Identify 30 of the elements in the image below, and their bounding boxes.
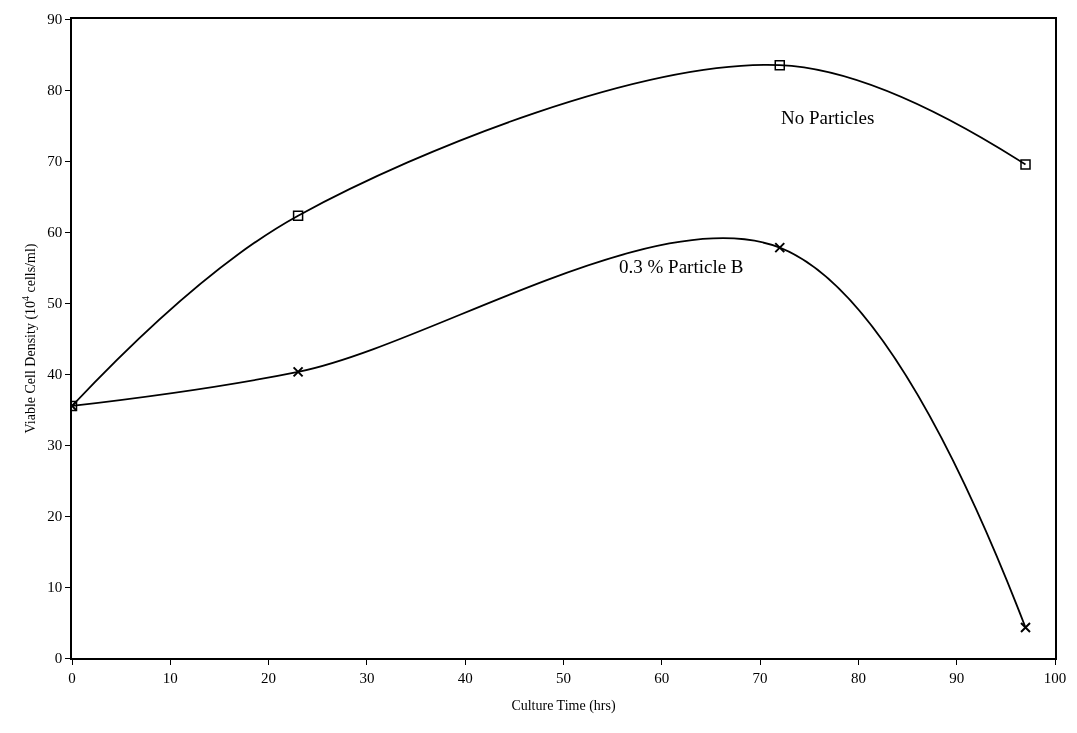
x-tick-label: 60 bbox=[654, 669, 670, 686]
point bbox=[774, 242, 786, 254]
y-tick-label: 70 bbox=[47, 153, 63, 170]
y-tick-label: 80 bbox=[47, 82, 63, 99]
x-tick-label: 20 bbox=[261, 669, 277, 686]
y-tick-label: 90 bbox=[47, 11, 63, 28]
y-tick-label: 40 bbox=[47, 366, 63, 383]
x-tick-label: 40 bbox=[457, 669, 473, 686]
x-axis-title: Culture Time (hrs) bbox=[511, 697, 616, 714]
y-tick-label: 50 bbox=[47, 295, 63, 312]
y-tick-label: 0 bbox=[54, 650, 63, 667]
y-tick-label: 60 bbox=[47, 224, 63, 241]
series-label: No Particles bbox=[781, 107, 875, 128]
x-tick-label: 30 bbox=[359, 669, 375, 686]
x-tick-label: 0 bbox=[68, 669, 76, 686]
x-tick-label: 100 bbox=[1043, 669, 1067, 686]
y-tick-label: 20 bbox=[47, 508, 63, 525]
y-tick-label: 30 bbox=[47, 437, 63, 454]
x-tick-label: 70 bbox=[752, 669, 768, 686]
point bbox=[774, 59, 786, 71]
series-label: 0.3 % Particle B bbox=[619, 256, 744, 277]
y-tick-label: 10 bbox=[47, 579, 63, 596]
point bbox=[1020, 621, 1032, 633]
x-tick-label: 50 bbox=[556, 669, 571, 686]
x-tick-label: 10 bbox=[162, 669, 178, 686]
x-tick-label: 90 bbox=[949, 669, 965, 686]
point bbox=[292, 210, 304, 221]
point bbox=[1020, 159, 1031, 170]
point bbox=[292, 366, 304, 378]
x-tick-label: 80 bbox=[850, 669, 866, 686]
